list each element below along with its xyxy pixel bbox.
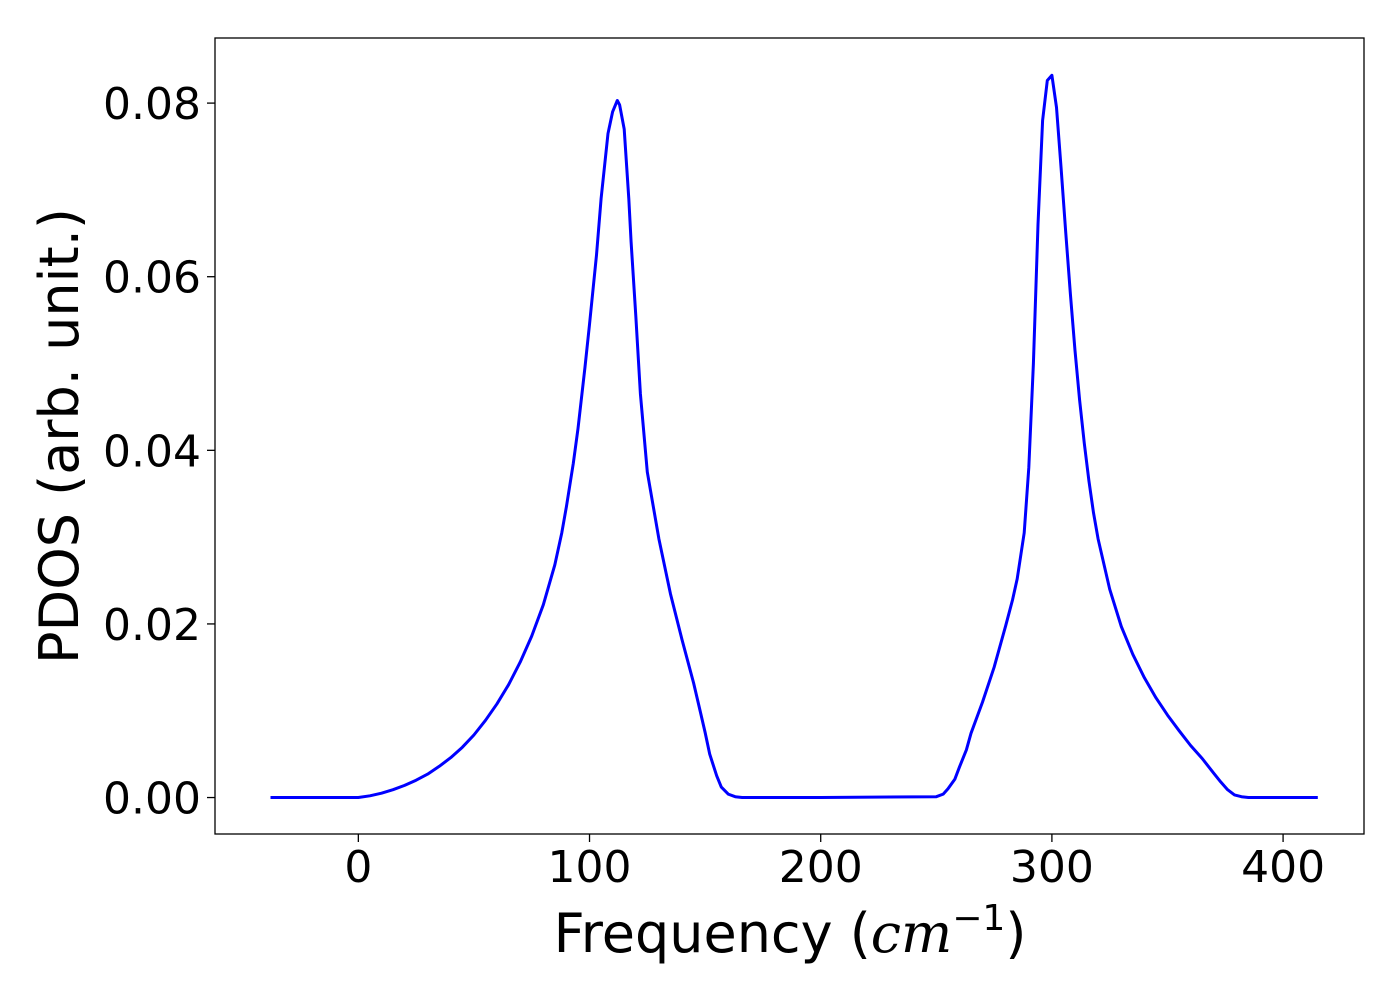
y-tick-label: 0.02 [103,600,201,651]
y-axis-ticks: 0.00 0.02 0.04 0.06 0.08 [103,79,215,825]
x-axis-label-unit: cm [871,902,952,965]
plot-frame [214,37,1365,835]
x-tick-label: 300 [1010,842,1094,893]
x-tick-label: 200 [779,842,863,893]
x-axis-label: Frequency (cm−1) [554,898,1027,965]
x-axis-label-suffix: ) [1005,902,1026,965]
x-axis-ticks: 0 100 200 300 400 [344,834,1325,893]
y-axis-label: PDOS (arb. unit.) [28,208,91,664]
y-tick-label: 0.06 [103,253,201,304]
x-axis-label-exponent: −1 [952,898,1005,939]
pdos-series-line [270,73,1318,799]
x-tick-label: 0 [344,842,372,893]
y-tick-label: 0.00 [103,774,201,825]
x-tick-label: 400 [1241,842,1325,893]
y-tick-label: 0.08 [103,79,201,130]
x-tick-label: 100 [548,842,632,893]
x-axis-label-prefix: Frequency ( [554,902,871,965]
y-tick-label: 0.04 [103,426,201,477]
